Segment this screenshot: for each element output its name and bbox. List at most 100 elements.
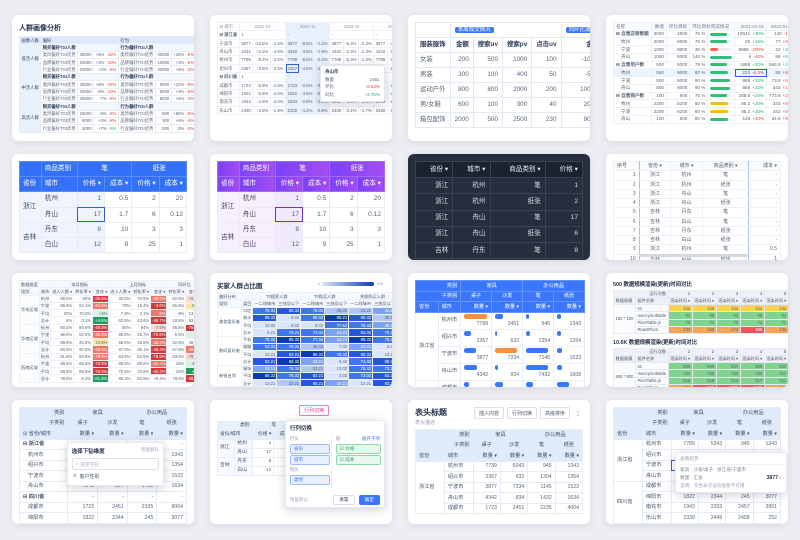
table-cell[interactable]: 30000 [154, 65, 172, 74]
table-cell[interactable]: +2% -5% [93, 65, 119, 74]
table-cell[interactable]: 20000 [77, 58, 95, 67]
header-cell[interactable]: 笔 [76, 160, 133, 178]
header-cell[interactable]: 2021-01-01 [734, 22, 768, 31]
table-cell[interactable]: 77.32 [300, 335, 326, 344]
table-cell[interactable]: 浙江 [217, 191, 240, 223]
table-cell[interactable]: 84 [667, 311, 693, 320]
header-cell[interactable]: - [285, 30, 331, 40]
table-cell[interactable]: 600 [449, 97, 474, 113]
table-cell[interactable]: 1 [544, 177, 584, 195]
header-cell[interactable] [415, 22, 451, 38]
table-cell[interactable]: 78.21 [372, 328, 392, 337]
table-cell[interactable]: 1432 [527, 492, 556, 504]
header-cell[interactable]: 家具 [670, 407, 727, 419]
header-cell[interactable]: 9000 [665, 68, 691, 78]
table-cell[interactable]: 2330 [373, 105, 388, 115]
table-cell[interactable]: 1 [76, 191, 106, 208]
table-cell[interactable]: -6.3% [342, 38, 359, 49]
header-cell[interactable]: 组件名称 [634, 354, 669, 364]
card-pivot-default-theme[interactable]: 商品类别笔纸张 省份 城市 价格 ▾ 成本 ▾ 价格 ▾ 成本 ▾ 浙江 杭州 1 0.5 2 20 舟山… [12, 154, 194, 260]
header-cell[interactable]: 笔 [522, 290, 555, 302]
header-cell[interactable]: 舟山 [670, 188, 703, 200]
header-cell[interactable]: 杭州 [670, 244, 703, 255]
table-cell[interactable]: 杭州市 [641, 438, 672, 450]
header-cell[interactable]: 同环比波动 [560, 22, 590, 38]
header-cell[interactable]: 类别 [613, 407, 672, 419]
header-cell[interactable]: 价格 ▾ [76, 176, 106, 193]
table-cell[interactable] [707, 52, 736, 62]
header-cell[interactable]: 数量 ▾ [499, 450, 529, 462]
table-cell[interactable]: 888 +22% [734, 76, 768, 85]
header-cell[interactable]: 4 [739, 289, 765, 298]
table-cell[interactable]: 81.6% [50, 352, 75, 361]
table-cell[interactable]: 8% [50, 316, 75, 325]
table-cell[interactable]: 64 [715, 311, 741, 320]
header-cell[interactable]: 省份 ▾ [638, 160, 672, 172]
table-cell[interactable]: 9000 [154, 80, 172, 89]
card-cell-tooltip[interactable]: 类别 家具 办公用品 子类别 桌子 沙发笔纸张 省份 城市 数量 ▾ 数量 ▾ 数量 ▾ 数量 ▾ 浙江… [606, 400, 788, 524]
header-cell[interactable]: 省份 [415, 301, 439, 313]
table-cell[interactable]: 63.32 [252, 342, 278, 352]
table-cell[interactable]: 8% [166, 308, 187, 318]
header-cell[interactable]: 行业偏好TGI优势 [117, 94, 156, 104]
table-cell[interactable]: 4500 [665, 29, 691, 39]
header-cell[interactable]: 浙江 [638, 170, 672, 181]
table-cell[interactable]: 笔 [489, 177, 546, 195]
expand-children-link[interactable]: 展开子项 [362, 436, 380, 441]
table-cell[interactable]: 舟山 [452, 225, 491, 244]
table-cell[interactable]: 1943 [670, 501, 699, 513]
table-cell[interactable]: -2.5% [252, 105, 271, 115]
table-cell[interactable]: 88.5% [50, 366, 75, 376]
table-cell[interactable]: 18.6% [166, 316, 187, 325]
header-cell[interactable]: 2022-11 [285, 21, 331, 32]
table-cell[interactable]: 20% [166, 359, 187, 369]
header-cell[interactable]: 组件名称 [634, 296, 669, 306]
table-cell[interactable]: 宁波市 [18, 470, 69, 482]
table-cell[interactable]: 63.5% [131, 374, 152, 383]
header-cell[interactable]: 渲染时间 ▾ [739, 296, 765, 306]
table-cell[interactable]: 104 [763, 303, 788, 313]
table-cell[interactable]: -1.8% [313, 47, 331, 57]
table-cell[interactable]: -78.2% [185, 352, 194, 361]
header-cell[interactable] [217, 160, 240, 178]
table-cell[interactable]: 美妆爱好者 [217, 306, 242, 337]
table-cell[interactable]: 1145 [527, 481, 556, 493]
table-cell[interactable]: 1000 [502, 52, 533, 68]
table-cell[interactable]: 33.21 [276, 378, 302, 387]
header-cell[interactable]: 箱包配饰 [415, 112, 451, 128]
table-cell[interactable]: 口红 [240, 306, 254, 315]
table-cell[interactable]: 0.12 [158, 206, 188, 223]
header-cell[interactable]: 变化 ▾ [185, 287, 194, 296]
table-cell[interactable]: 10 [302, 221, 331, 239]
table-cell[interactable]: 78.6% [166, 374, 187, 383]
header-cell[interactable]: 成本 ▾ [356, 176, 386, 193]
table-cell[interactable]: 104 [715, 303, 741, 313]
table-cell[interactable]: 9 [302, 237, 331, 254]
header-cell[interactable]: 价格 ▾ [274, 176, 304, 193]
table-cell[interactable]: 3000 [77, 124, 95, 133]
table-cell[interactable]: 62.6% [108, 316, 133, 325]
table-cell[interactable]: 5000 [665, 83, 691, 93]
table-cell[interactable]: 847 [715, 361, 741, 371]
table-cell[interactable]: 绍兴市 [443, 471, 474, 483]
header-cell[interactable]: 丹东 [670, 207, 703, 218]
header-cell[interactable]: 杭州 [670, 179, 703, 190]
table-cell[interactable]: 898 [691, 361, 717, 371]
table-cell[interactable]: 高活人群 [18, 102, 42, 133]
table-cell[interactable]: -1.2% [313, 38, 331, 49]
table-cell[interactable]: - [156, 491, 187, 503]
header-cell[interactable]: 类目偏好TGI优势 [40, 109, 79, 118]
table-cell[interactable]: 40% [185, 359, 194, 369]
table-cell[interactable]: 白山 [234, 465, 253, 476]
header-cell[interactable]: 渲染时间 ▾ [691, 296, 717, 306]
table-cell[interactable]: 43.6% [131, 316, 152, 325]
table-cell[interactable]: 86.6% [50, 330, 75, 340]
table-cell[interactable]: 宁波 [38, 359, 52, 369]
table-cell[interactable]: 舟山市 [437, 362, 462, 381]
table-cell[interactable]: +80% -8% [170, 109, 194, 118]
table-cell[interactable]: 158 [691, 325, 717, 335]
header-cell[interactable]: 上月指标 [108, 279, 168, 289]
table-cell[interactable]: - [748, 170, 781, 181]
table-cell[interactable]: 平均 [38, 366, 52, 376]
header-cell[interactable]: 数量 ▾ [126, 428, 158, 440]
